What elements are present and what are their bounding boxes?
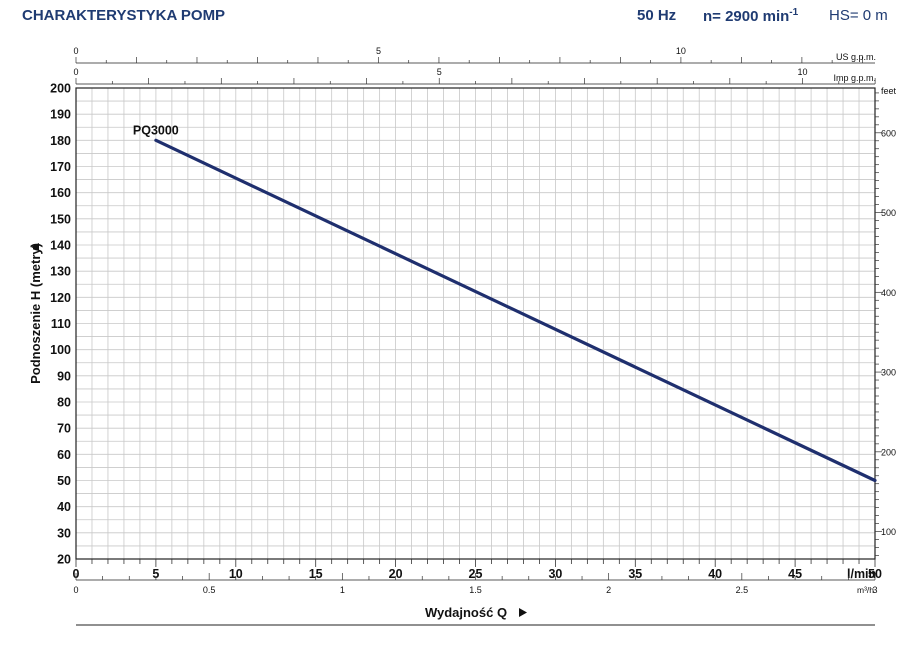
right-axis-tick-label: 200 [881,447,896,457]
y-tick-label: 80 [57,396,71,410]
x-unit-label: l/min [847,567,876,581]
y-tick-label: 100 [50,343,71,357]
x-tick-label: 15 [309,567,323,581]
y-axis-label: Podnoszenie H (metry) [28,243,43,384]
right-axis-unit-label: feet [881,86,897,96]
y-tick-label: 130 [50,265,71,279]
top-axis-tick-label: 5 [437,67,442,77]
speed-exponent: -1 [789,7,799,18]
right-axis-tick-label: 500 [881,208,896,218]
m3h-tick-label: 0.5 [203,585,216,595]
y-tick-label: 30 [57,526,71,540]
y-tick-label: 120 [50,291,71,305]
right-axis-tick-label: 100 [881,527,896,537]
y-tick-label: 110 [51,317,71,331]
y-axis-arrow-icon [31,243,39,251]
x-tick-label: 10 [229,567,243,581]
x-tick-label: 40 [708,567,722,581]
m3h-unit-label: m³/h [857,585,874,595]
speed-label: n= 2900 min-1 [703,7,798,25]
x-tick-label: 45 [788,567,802,581]
x-tick-label: 30 [548,567,562,581]
y-tick-label: 140 [50,239,71,253]
right-axis-tick-label: 400 [881,288,896,298]
series-line [154,138,877,483]
y-tick-label: 170 [50,160,71,174]
series-label: PQ3000 [133,123,179,137]
x-tick-label: 5 [152,567,159,581]
frequency-label: 50 Hz [637,7,677,24]
y-tick-label: 70 [57,422,71,436]
m3h-tick-label: 2.5 [736,585,749,595]
top-axis-unit-label: Imp g.p.m. [833,73,876,83]
right-axis-tick-label: 600 [881,128,896,138]
chart-title: CHARAKTERYSTYKA POMP [22,7,226,24]
y-tick-label: 90 [57,369,71,383]
y-tick-label: 180 [50,134,71,148]
right-axis-tick-label: 300 [881,368,896,378]
y-tick-label: 20 [57,553,71,567]
top-axis-tick-label: 10 [797,67,807,77]
m3h-tick-label: 1.5 [469,585,482,595]
top-axis-tick-label: 10 [676,46,686,56]
speed-text: n= 2900 min [703,8,790,25]
m3h-tick-label: 2 [606,585,611,595]
m3h-tick-label: 0 [73,585,78,595]
hs-label: HS= 0 m [829,7,888,24]
top-axis-tick-label: 0 [73,46,78,56]
x-axis-arrow-icon [519,608,527,617]
x-tick-label: 20 [389,567,403,581]
m3h-tick-label: 1 [340,585,345,595]
y-tick-label: 200 [50,82,71,96]
m3h-tick-label: 3 [872,585,877,595]
x-axis-label: Wydajność Q [425,605,507,620]
y-tick-label: 150 [50,212,71,226]
top-axis-unit-label: US g.p.m. [836,52,876,62]
y-tick-label: 160 [50,186,71,200]
y-tick-label: 60 [57,448,71,462]
top-axis-tick-label: 5 [376,46,381,56]
y-tick-label: 190 [50,108,71,122]
y-tick-label: 50 [57,474,71,488]
x-tick-label: 35 [628,567,642,581]
top-axis-tick-label: 0 [73,67,78,77]
y-tick-label: 40 [57,500,71,514]
